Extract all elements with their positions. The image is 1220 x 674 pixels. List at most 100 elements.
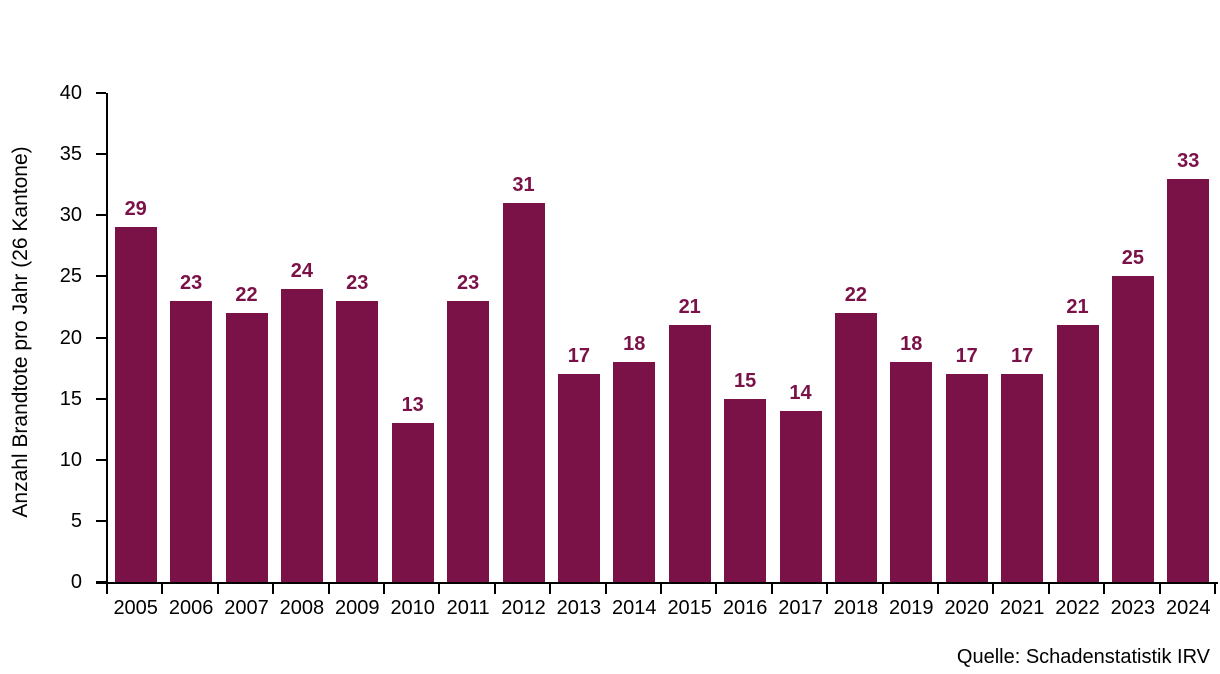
y-tick-label-0: 0 — [70, 571, 82, 593]
x-tick-4 — [327, 584, 330, 594]
y-tick-40 — [96, 92, 106, 94]
bar-2015 — [668, 325, 711, 582]
x-tick-15 — [937, 584, 939, 594]
bar-value-label-2011: 23 — [456, 271, 480, 294]
bar-2007 — [225, 313, 268, 582]
bar-value-label-2020: 17 — [955, 345, 978, 368]
x-category-label-2005: 2005 — [113, 597, 158, 619]
x-category-label-2017: 2017 — [778, 597, 823, 619]
y-tick-label-30: 30 — [59, 204, 82, 227]
y-tick-5 — [96, 519, 106, 522]
bar-2016 — [724, 398, 767, 582]
bar-value-label-2006: 23 — [179, 271, 203, 294]
bar-value-label-2019: 18 — [900, 332, 923, 355]
bar-value-label-2005: 29 — [124, 198, 147, 221]
bar-value-label-2008: 24 — [290, 259, 313, 282]
y-tick-label-15: 15 — [59, 387, 82, 410]
y-tick-label-40: 40 — [59, 82, 82, 104]
bar-2013 — [557, 374, 600, 582]
x-tick-17 — [1047, 584, 1050, 594]
x-category-label-2018: 2018 — [833, 597, 879, 619]
bar-2017 — [779, 410, 822, 582]
bar-value-label-2010: 13 — [401, 394, 424, 417]
y-tick-15 — [96, 397, 106, 400]
x-tick-3 — [272, 584, 275, 594]
x-tick-19 — [1158, 584, 1161, 594]
x-tick-10 — [660, 584, 662, 594]
x-tick-1 — [161, 584, 164, 594]
y-tick-label-20: 20 — [59, 326, 82, 349]
y-tick-label-35: 35 — [59, 143, 82, 166]
x-tick-16 — [992, 584, 995, 594]
bar-value-label-2016: 15 — [733, 369, 757, 392]
bar-value-label-2009: 23 — [346, 271, 369, 294]
x-tick-0 — [106, 584, 108, 594]
x-tick-6 — [438, 584, 441, 594]
x-category-label-2012: 2012 — [501, 597, 546, 619]
x-tick-9 — [604, 584, 607, 594]
y-tick-20 — [96, 336, 106, 339]
x-tick-2 — [216, 584, 219, 594]
x-axis-line — [96, 582, 1218, 584]
y-tick-0 — [96, 581, 106, 583]
bar-2010 — [391, 423, 434, 582]
x-tick-11 — [715, 584, 718, 594]
bar-2018 — [834, 313, 877, 582]
bar-value-label-2014: 18 — [623, 332, 646, 355]
bar-value-label-2018: 22 — [844, 284, 867, 307]
bar-2005 — [114, 227, 157, 582]
x-category-label-2019: 2019 — [889, 597, 934, 619]
x-category-label-2011: 2011 — [446, 597, 490, 619]
x-tick-12 — [770, 584, 773, 594]
x-category-label-2021: 2021 — [999, 597, 1045, 619]
y-axis-line — [106, 93, 108, 584]
y-tick-25 — [96, 275, 106, 278]
x-category-label-2009: 2009 — [335, 597, 380, 619]
y-tick-10 — [96, 458, 106, 461]
bar-2014 — [613, 361, 656, 582]
bar-2019 — [890, 361, 933, 582]
bar-2008 — [280, 288, 323, 582]
bar-value-label-2012: 31 — [512, 174, 535, 197]
bar-2023 — [1111, 276, 1154, 582]
x-category-label-2014: 2014 — [612, 597, 657, 619]
bar-2006 — [170, 300, 213, 582]
x-category-label-2015: 2015 — [667, 597, 712, 619]
x-tick-5 — [383, 584, 385, 594]
y-tick-label-5: 5 — [70, 509, 82, 532]
bar-2020 — [945, 374, 988, 582]
x-category-label-2020: 2020 — [944, 597, 989, 619]
x-category-label-2024: 2024 — [1166, 597, 1211, 619]
bar-value-label-2017: 14 — [789, 381, 812, 404]
bar-2009 — [336, 300, 379, 582]
y-tick-label-10: 10 — [59, 448, 82, 471]
bar-value-label-2015: 21 — [678, 296, 701, 319]
x-category-label-2013: 2013 — [556, 597, 602, 619]
x-tick-20 — [1214, 584, 1216, 594]
y-tick-30 — [96, 214, 106, 217]
x-category-label-2022: 2022 — [1055, 597, 1100, 619]
bar-2012 — [502, 203, 545, 582]
x-category-label-2010: 2010 — [390, 597, 435, 619]
x-category-label-2023: 2023 — [1110, 597, 1156, 619]
x-category-label-2008: 2008 — [279, 597, 325, 619]
bar-value-label-2024: 33 — [1177, 149, 1200, 172]
plot-area: 0 5 10 15 20 25 30 35 40 29 2005 23 2006 22 2007 24 2008… — [60, 83, 1218, 618]
x-tick-13 — [826, 584, 829, 594]
bar-2024 — [1167, 178, 1210, 582]
bar-value-label-2021: 17 — [1010, 345, 1034, 368]
bar-2011 — [447, 300, 490, 582]
bar-2022 — [1056, 325, 1099, 582]
bar-2021 — [1001, 374, 1044, 582]
x-tick-14 — [881, 584, 884, 594]
x-category-label-2007: 2007 — [224, 597, 269, 619]
x-tick-18 — [1103, 584, 1106, 594]
x-tick-8 — [549, 584, 552, 594]
bar-value-label-2023: 25 — [1121, 247, 1144, 270]
x-tick-7 — [493, 584, 496, 594]
x-category-label-2016: 2016 — [722, 597, 768, 619]
bar-value-label-2007: 22 — [235, 284, 258, 307]
y-tick-label-25: 25 — [59, 265, 82, 288]
y-tick-35 — [96, 153, 106, 156]
